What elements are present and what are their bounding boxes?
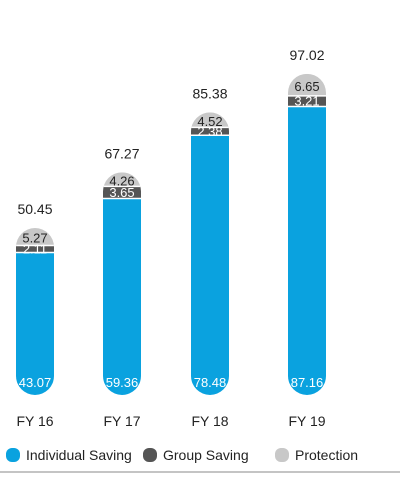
legend-item-group-saving: Group Saving: [143, 447, 249, 463]
label-protection-2: 4.26: [109, 173, 134, 188]
label-protection-3: 4.52: [197, 114, 222, 129]
bar-segment-group-saving-1: [16, 245, 54, 253]
bar-group-2: [103, 172, 141, 395]
label-protection-1: 5.27: [22, 231, 47, 246]
legend-label: Group Saving: [163, 447, 249, 463]
bar-group-4: [288, 73, 326, 395]
bar-segment-individual-saving-1: [16, 252, 54, 395]
label-group-saving-3: 2.38: [197, 124, 222, 139]
label-total-3: 85.38: [192, 85, 227, 101]
x-tick-label-1: FY 16: [16, 413, 53, 429]
label-total-1: 50.45: [17, 201, 52, 217]
legend-item-protection: Protection: [275, 447, 358, 463]
bar-segment-individual-saving-4: [288, 106, 326, 395]
legend-label: Individual Saving: [26, 447, 132, 463]
bar-segment-protection-2: [103, 172, 141, 187]
label-individual-saving-4: 87.16: [291, 375, 324, 390]
label-group-saving-2: 3.65: [109, 185, 134, 200]
bar-segment-individual-saving-3: [191, 135, 229, 395]
label-total-4: 97.02: [289, 47, 324, 63]
bar-segment-individual-saving-2: [103, 198, 141, 395]
bar-segment-group-saving-3: [191, 127, 229, 136]
legend-item-individual-saving: Individual Saving: [6, 447, 132, 463]
legend-label: Protection: [295, 447, 358, 463]
label-group-saving-1: 2.11: [23, 241, 47, 256]
bar-segment-group-saving-2: [103, 186, 141, 199]
bar-segment-group-saving-4: [288, 95, 326, 107]
label-group-saving-4: 3.21: [294, 94, 319, 109]
bar-segment-protection-1: [16, 228, 54, 246]
x-tick-label-4: FY 19: [288, 413, 325, 429]
x-tick-label-2: FY 17: [103, 413, 140, 429]
bar-group-3: [191, 112, 229, 395]
bar-segment-protection-3: [191, 112, 229, 128]
legend-swatch: [143, 448, 157, 462]
label-protection-4: 6.65: [294, 79, 319, 94]
x-tick-label-3: FY 18: [191, 413, 228, 429]
label-individual-saving-2: 59.36: [106, 375, 139, 390]
legend-swatch: [275, 448, 289, 462]
bar-group-1: [16, 228, 54, 395]
label-individual-saving-3: 78.48: [194, 375, 227, 390]
legend-swatch: [6, 448, 20, 462]
label-total-2: 67.27: [104, 145, 139, 161]
label-individual-saving-1: 43.07: [19, 375, 52, 390]
bar-segment-protection-4: [288, 73, 326, 96]
